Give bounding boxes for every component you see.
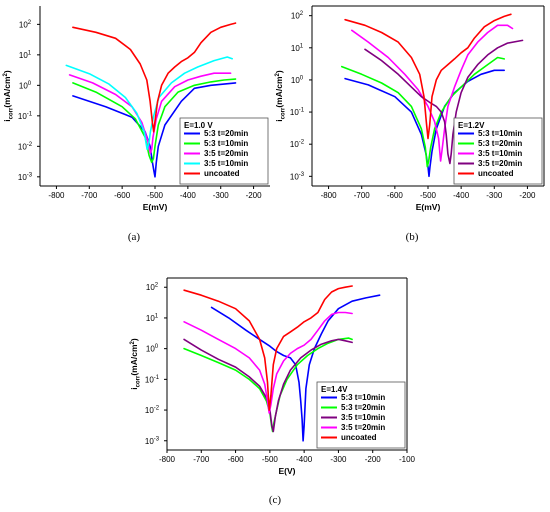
y-tick-label: 10-3	[290, 172, 305, 182]
x-tick-label: -500	[262, 455, 279, 464]
chart-panel-3: -800 -700 -600 -500 -400 -300 -200 -100 10-3 10-2…	[129, 277, 416, 506]
x-tick-label: -400	[453, 191, 470, 200]
legend-label-4: 3:5 t=20min	[341, 423, 385, 432]
y-tick-label: 10-1	[145, 375, 160, 385]
y-tick-label: 10-3	[145, 436, 160, 446]
x-tick-label: -700	[354, 191, 371, 200]
legend-label-5: uncoated	[478, 169, 514, 178]
y-tick-label: 100	[19, 81, 32, 91]
x-tick-label: -500	[147, 191, 164, 200]
panel-caption: (a)	[128, 231, 141, 243]
y-tick-label: 102	[19, 20, 32, 30]
y-tick-label: 10-1	[290, 108, 305, 118]
series-line-2	[340, 56, 506, 168]
legend-label-2: 5:3 t=20min	[478, 139, 522, 148]
series-line-5	[344, 13, 512, 140]
y-tick-label: 10-1	[18, 111, 33, 121]
series-line-3	[68, 72, 232, 154]
x-tick-label: -700	[81, 191, 98, 200]
series-line-3	[350, 24, 514, 162]
y-axis-label: icorr(mA/cm2)	[2, 70, 15, 122]
series-group	[65, 22, 237, 178]
legend-label-3: 3:5 t=10min	[341, 413, 385, 422]
x-tick-label: -300	[486, 191, 503, 200]
series-line-4	[65, 56, 233, 151]
y-tick-label: 101	[146, 313, 159, 323]
legend-label-2: 5:3 t=20min	[341, 403, 385, 412]
legend-label-1: 5:3 t=20min	[204, 129, 248, 138]
x-tick-label: -600	[114, 191, 131, 200]
y-tick-label: 10-3	[18, 172, 33, 182]
x-tick-label: -800	[321, 191, 338, 200]
y-tick-label: 10-2	[290, 140, 305, 150]
x-tick-label: -500	[420, 191, 437, 200]
x-tick-label: -300	[330, 455, 347, 464]
x-tick-label: -400	[296, 455, 313, 464]
y-tick-label: 100	[291, 75, 304, 85]
legend-label-5: uncoated	[204, 169, 240, 178]
y-tick-label: 101	[19, 50, 32, 60]
panel-caption: (c)	[269, 494, 282, 506]
x-tick-label: -200	[246, 191, 263, 200]
x-tick-label: -600	[387, 191, 404, 200]
x-axis-label: E(mV)	[143, 202, 168, 212]
x-axis-label: E(V)	[279, 466, 296, 476]
series-group	[183, 285, 381, 442]
legend-label-3: 3:5 t=10min	[478, 149, 522, 158]
legend-title: E=1.4V	[321, 385, 348, 394]
legend-label-5: uncoated	[341, 433, 377, 442]
legend-title: E=1.2V	[458, 121, 485, 130]
legend-label-3: 3:5 t=20min	[204, 149, 248, 158]
y-tick-label: 10-2	[18, 142, 33, 152]
y-tick-label: 102	[291, 11, 304, 21]
series-line-2	[72, 78, 237, 164]
x-tick-label: -400	[180, 191, 197, 200]
legend-title: E=1.0 V	[184, 121, 213, 130]
series-line-1	[344, 69, 506, 178]
series-line-5	[72, 22, 237, 133]
x-tick-label: -800	[48, 191, 65, 200]
x-axis-label: E(mV)	[416, 202, 441, 212]
legend-label-4: 3:5 t=20min	[478, 159, 522, 168]
x-tick-label: -300	[213, 191, 230, 200]
panel-caption: (b)	[406, 231, 419, 243]
x-tick-label: -200	[365, 455, 382, 464]
chart-panel-2: -800 -700 -600 -500 -400 -300 -200 10-3 10-2 10-1…	[274, 5, 545, 243]
series-group	[340, 13, 524, 178]
x-tick-label: -100	[399, 455, 416, 464]
x-tick-label: -600	[228, 455, 245, 464]
y-tick-label: 102	[146, 283, 159, 293]
y-axis-label: icorr(mA/cm2)	[274, 70, 287, 122]
y-tick-label: 10-2	[145, 406, 160, 416]
series-line-5	[183, 285, 353, 411]
legend-label-1: 5:3 t=10min	[341, 393, 385, 402]
series-line-4	[183, 311, 353, 414]
series-line-1	[210, 294, 381, 442]
x-tick-label: -800	[159, 455, 176, 464]
series-line-4	[364, 39, 524, 165]
legend-label-4: 3:5 t=10min	[204, 159, 248, 168]
series-line-3	[183, 338, 353, 433]
legend-label-2: 5:3 t=10min	[204, 139, 248, 148]
y-tick-label: 100	[146, 344, 159, 354]
y-axis-label: icorr(mA/cm2)	[129, 338, 142, 390]
legend-label-1: 5:3 t=10min	[478, 129, 522, 138]
x-tick-label: -200	[519, 191, 536, 200]
x-tick-label: -700	[193, 455, 210, 464]
y-tick-label: 101	[291, 43, 304, 53]
chart-panel-1: -800 -700 -600 -500 -400 -300 -200 10-3 10-2 10-1…	[2, 6, 270, 243]
